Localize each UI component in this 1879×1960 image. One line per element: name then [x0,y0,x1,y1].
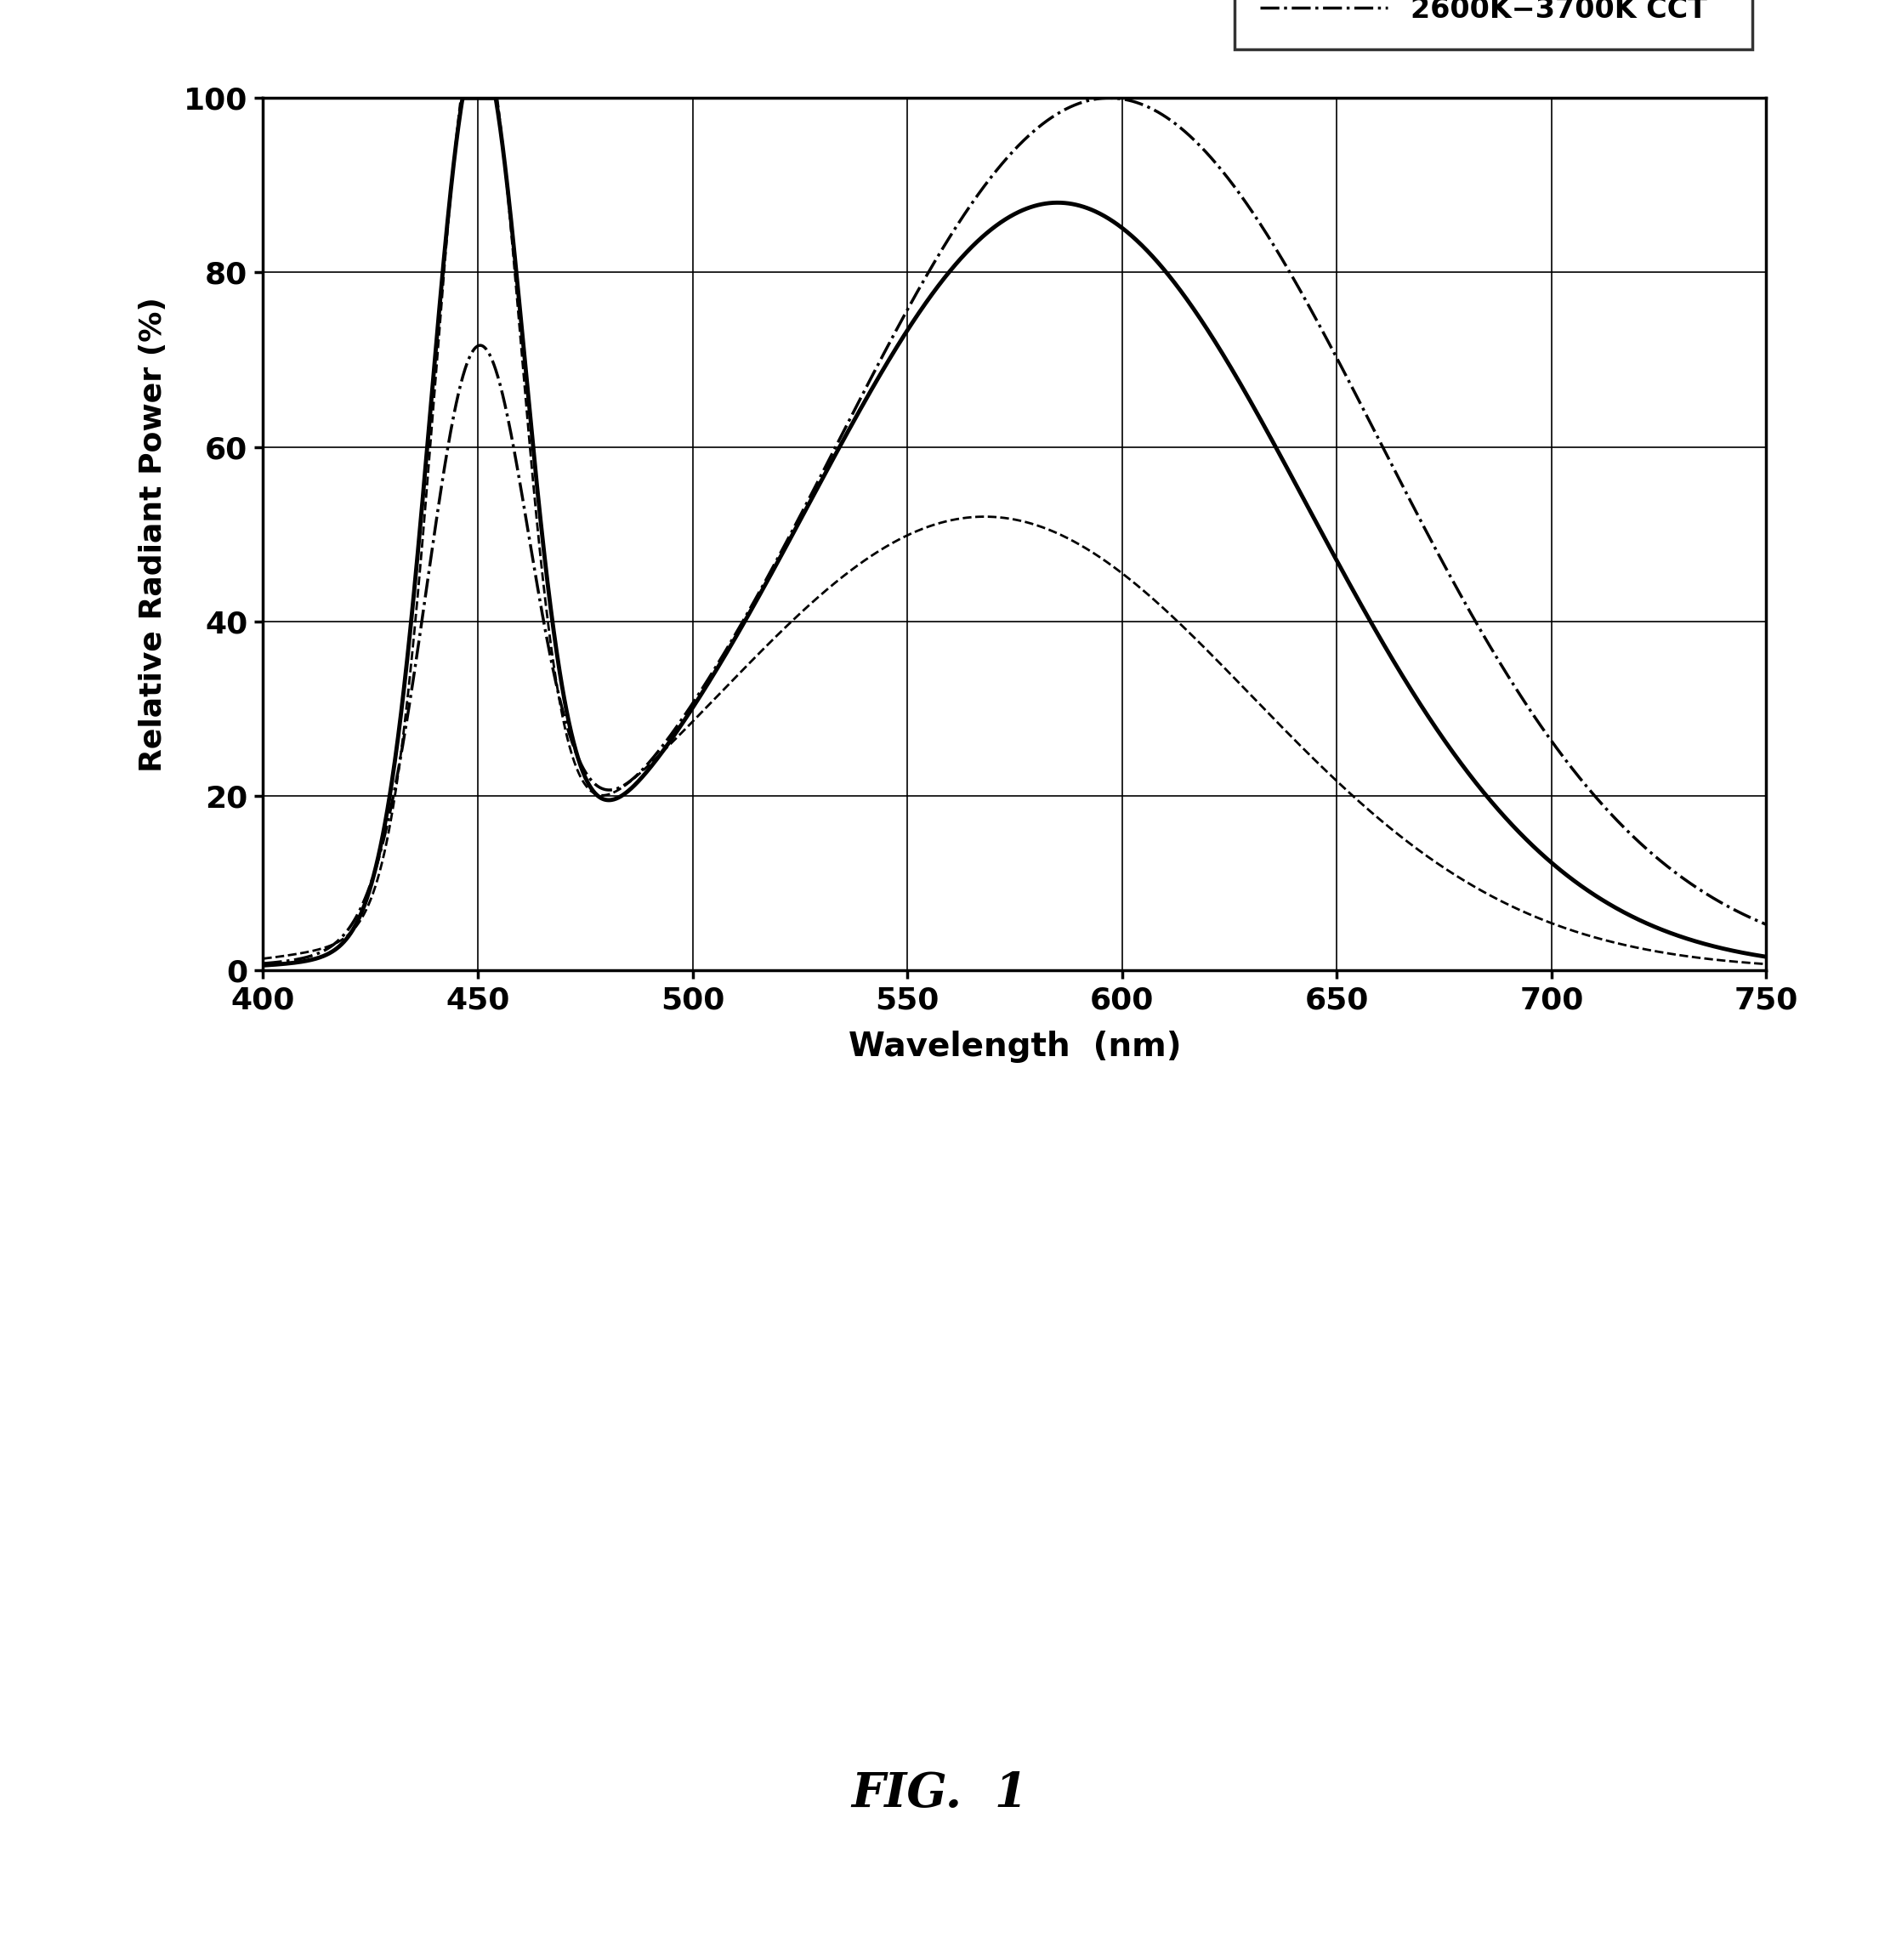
5000K−10000K CCT [252,947,274,970]
Line: 3700K−5000K CCT: 3700K−5000K CCT [263,98,1787,966]
5000K−10000K CCT [1732,951,1755,974]
3700K−5000K CCT [252,955,274,978]
5000K−10000K CCT [1732,951,1755,974]
2600K−3700K CCT [1097,86,1120,110]
3700K−5000K CCT [1776,949,1798,972]
2600K−3700K CCT [1776,921,1798,945]
2600K−3700K CCT [329,927,351,951]
X-axis label: Wavelength  (nm): Wavelength (nm) [847,1031,1182,1064]
Text: FIG.  1: FIG. 1 [851,1770,1028,1817]
Y-axis label: Relative Radiant Power (%): Relative Radiant Power (%) [139,296,167,772]
3700K−5000K CCT [329,933,351,956]
5000K−10000K CCT [329,929,351,953]
3700K−5000K CCT [451,86,474,110]
Line: 5000K−10000K CCT: 5000K−10000K CCT [263,98,1787,966]
2600K−3700K CCT [994,149,1017,172]
3700K−5000K CCT [1732,941,1755,964]
2600K−3700K CCT [1732,904,1755,927]
Legend: 5000K−10000K CCT, 3700K−5000K CCT, 2600K−3700K CCT: 5000K−10000K CCT, 3700K−5000K CCT, 2600K… [1235,0,1751,49]
2600K−3700K CCT [953,204,975,227]
2600K−3700K CCT [252,953,274,976]
5000K−10000K CCT [1452,868,1475,892]
2600K−3700K CCT [1732,904,1755,927]
5000K−10000K CCT [953,506,975,529]
3700K−5000K CCT [1732,941,1755,964]
2600K−3700K CCT [1452,590,1475,613]
3700K−5000K CCT [994,208,1017,231]
3700K−5000K CCT [1452,757,1475,780]
5000K−10000K CCT [451,86,474,110]
Line: 2600K−3700K CCT: 2600K−3700K CCT [263,98,1787,964]
5000K−10000K CCT [1776,955,1798,978]
3700K−5000K CCT [953,243,975,267]
5000K−10000K CCT [994,506,1017,529]
